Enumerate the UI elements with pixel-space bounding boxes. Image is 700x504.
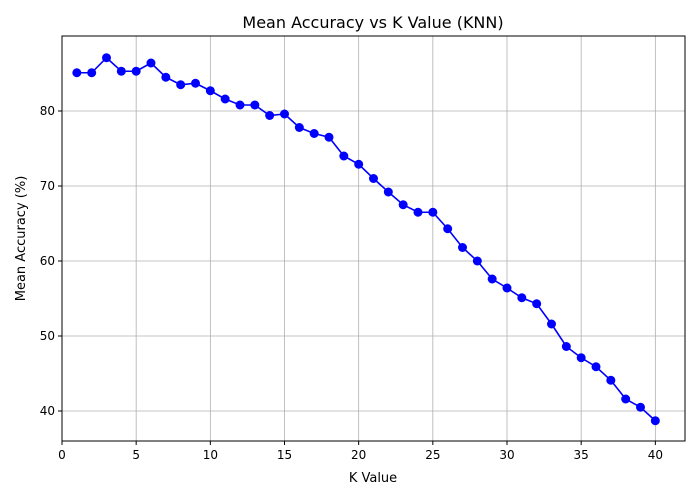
data-point xyxy=(309,129,319,138)
data-point xyxy=(636,402,645,412)
data-point xyxy=(576,353,586,363)
data-point xyxy=(472,256,482,266)
data-point xyxy=(532,299,542,309)
x-tick-label: 15 xyxy=(277,448,292,462)
data-point xyxy=(458,243,467,252)
data-point xyxy=(265,111,275,120)
y-tick-label: 70 xyxy=(40,179,55,193)
x-tick-label: 20 xyxy=(351,448,366,462)
data-point xyxy=(517,293,527,303)
axis-ticks: 0 5 10 15 20 25 30 35 40 40 50 60 70 80 xyxy=(40,104,663,462)
x-tick-label: 0 xyxy=(58,448,66,462)
data-point xyxy=(443,224,453,234)
data-series xyxy=(72,53,660,426)
data-point xyxy=(146,58,156,68)
y-tick-label: 40 xyxy=(40,404,55,418)
data-point xyxy=(205,86,215,96)
y-tick-label: 60 xyxy=(40,254,55,268)
data-point xyxy=(561,342,571,351)
data-point xyxy=(294,123,304,132)
data-point xyxy=(235,100,245,110)
data-point xyxy=(87,68,97,78)
data-point xyxy=(102,53,111,63)
x-tick-label: 40 xyxy=(648,448,663,462)
x-tick-label: 10 xyxy=(203,448,218,462)
x-tick-label: 30 xyxy=(499,448,514,462)
data-point xyxy=(428,207,438,217)
data-point xyxy=(398,200,408,210)
data-point xyxy=(606,375,616,385)
data-point xyxy=(131,66,141,76)
data-point xyxy=(591,362,601,372)
data-point xyxy=(502,283,512,293)
x-tick-label: 25 xyxy=(425,448,440,462)
data-point xyxy=(191,78,200,88)
data-point xyxy=(324,132,334,142)
data-point xyxy=(116,66,126,76)
plot-area-frame xyxy=(61,35,686,442)
y-tick-label: 80 xyxy=(40,104,55,118)
data-point xyxy=(72,68,82,78)
grid xyxy=(61,36,685,441)
data-point xyxy=(220,94,230,104)
data-point xyxy=(369,174,378,183)
x-tick-label: 35 xyxy=(574,448,589,462)
data-point xyxy=(621,394,631,404)
data-point xyxy=(354,159,364,169)
x-tick-label: 5 xyxy=(132,448,140,462)
data-point xyxy=(487,274,497,284)
data-point xyxy=(339,151,349,161)
data-point xyxy=(176,80,186,90)
x-axis-label: K Value xyxy=(349,471,397,486)
data-point xyxy=(383,187,393,197)
chart-title: Mean Accuracy vs K Value (KNN) xyxy=(242,13,503,32)
y-tick-label: 50 xyxy=(40,329,55,343)
data-point xyxy=(413,207,423,217)
data-point xyxy=(650,416,660,426)
data-point xyxy=(280,109,289,119)
data-point xyxy=(250,100,260,110)
data-point xyxy=(547,319,556,329)
series-line xyxy=(76,56,656,422)
data-point xyxy=(161,72,171,82)
y-axis-label: Mean Accuracy (%) xyxy=(14,176,29,302)
